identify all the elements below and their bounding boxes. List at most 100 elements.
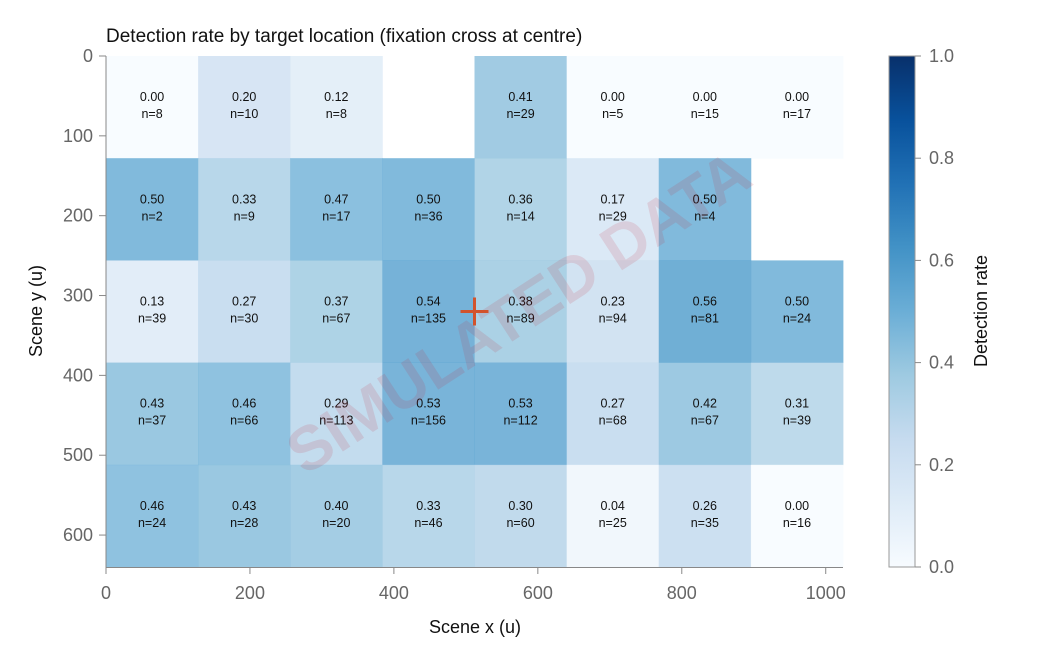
cell-rate-label: 0.13 — [140, 295, 164, 309]
heatmap-cell — [750, 260, 844, 363]
cell-n-label: n=9 — [234, 209, 255, 223]
cell-rate-label: 0.04 — [601, 499, 625, 513]
heatmap-cell — [290, 464, 383, 568]
cell-n-label: n=5 — [602, 107, 623, 121]
heatmap-cell — [750, 362, 844, 466]
cell-rate-label: 0.50 — [140, 192, 164, 206]
x-tick-label: 400 — [379, 583, 409, 603]
heatmap-cell — [658, 260, 752, 363]
cell-rate-label: 0.00 — [693, 90, 717, 104]
heatmap-cell — [382, 260, 475, 363]
cell-rate-label: 0.46 — [140, 499, 164, 513]
cell-rate-label: 0.38 — [508, 295, 532, 309]
heatmap-cell — [198, 260, 291, 363]
colorbar-tick-label: 1.0 — [929, 46, 954, 66]
heatmap-cell — [658, 158, 752, 261]
cell-rate-label: 0.27 — [601, 397, 625, 411]
cell-rate-label: 0.43 — [232, 499, 256, 513]
heatmap-cells: 0.00 n=8 0.20 n=10 0.12 n=8 0.41 n=29 0.00 n=5 0.0… — [106, 56, 844, 568]
cell-n-label: n=60 — [506, 516, 534, 530]
cell-rate-label: 0.50 — [693, 192, 717, 206]
cell-rate-label: 0.36 — [508, 192, 532, 206]
heatmap-cell — [750, 56, 844, 159]
heatmap-cell — [106, 362, 199, 466]
cell-rate-label: 0.23 — [601, 295, 625, 309]
cell-n-label: n=94 — [599, 312, 627, 326]
cell-n-label: n=30 — [230, 312, 258, 326]
y-tick-label: 100 — [63, 126, 93, 146]
heatmap-cell — [566, 158, 660, 261]
cell-n-label: n=135 — [411, 312, 446, 326]
cell-n-label: n=29 — [599, 209, 627, 223]
cell-n-label: n=20 — [322, 516, 350, 530]
heatmap-cell — [106, 464, 199, 568]
axes: 0 200 400 600 800 1000 0 100 200 300 400 500 600 — [63, 46, 846, 603]
cell-rate-label: 0.31 — [785, 397, 809, 411]
x-tick-label: 800 — [667, 583, 697, 603]
cell-n-label: n=89 — [506, 312, 534, 326]
colorbar-tick-label: 0.6 — [929, 250, 954, 270]
x-axis-label: Scene x (u) — [429, 617, 521, 637]
colorbar-gradient — [888, 55, 916, 568]
cell-n-label: n=17 — [322, 209, 350, 223]
cell-rate-label: 0.43 — [140, 397, 164, 411]
cell-n-label: n=68 — [599, 414, 627, 428]
heatmap-cell — [290, 362, 383, 466]
heatmap-cell — [198, 158, 291, 261]
heatmap-cell — [198, 362, 291, 466]
cell-rate-label: 0.17 — [601, 192, 625, 206]
heatmap-cell — [658, 464, 752, 568]
cell-n-label: n=4 — [694, 209, 715, 223]
cell-rate-label: 0.00 — [601, 90, 625, 104]
heatmap-cell — [382, 362, 475, 466]
y-tick-label: 0 — [83, 46, 93, 66]
y-tick-label: 500 — [63, 445, 93, 465]
colorbar: 0.0 0.2 0.4 0.6 0.8 1.0 — [888, 46, 954, 577]
cell-n-label: n=14 — [506, 209, 534, 223]
cell-n-label: n=67 — [322, 312, 350, 326]
cell-rate-label: 0.27 — [232, 295, 256, 309]
heatmap-cell — [290, 158, 383, 261]
heatmap-cell — [290, 260, 383, 363]
cell-n-label: n=2 — [141, 209, 162, 223]
cell-n-label: n=36 — [414, 209, 442, 223]
cell-n-label: n=24 — [783, 312, 811, 326]
chart-title: Detection rate by target location (fixat… — [106, 26, 582, 47]
cell-n-label: n=67 — [691, 414, 719, 428]
fixation-cross-marker — [460, 297, 489, 326]
heatmap-cell — [474, 464, 568, 568]
cell-n-label: n=66 — [230, 414, 258, 428]
heatmap-cell — [382, 464, 475, 568]
heatmap-cell — [198, 464, 291, 568]
cell-n-label: n=16 — [783, 516, 811, 530]
heatmap-cell — [566, 362, 660, 466]
heatmap-cell — [474, 158, 568, 261]
colorbar-tick-label: 0.4 — [929, 353, 954, 373]
cell-n-label: n=37 — [138, 414, 166, 428]
cell-n-label: n=112 — [503, 414, 537, 428]
cell-n-label: n=39 — [783, 414, 811, 428]
cell-rate-label: 0.29 — [324, 397, 348, 411]
x-tick-label: 1000 — [806, 583, 846, 603]
heatmap-cell — [474, 260, 568, 363]
cell-n-label: n=15 — [691, 107, 719, 121]
heatmap-cell — [658, 56, 752, 159]
colorbar-tick-label: 0.0 — [929, 557, 954, 577]
cell-rate-label: 0.50 — [416, 192, 440, 206]
heatmap-cell — [750, 464, 844, 568]
colorbar-tick-label: 0.2 — [929, 455, 954, 475]
heatmap-cell — [566, 464, 660, 568]
heatmap-cell — [290, 56, 383, 159]
cell-n-label: n=81 — [691, 312, 719, 326]
colorbar-label: Detection rate — [971, 255, 991, 367]
colorbar-tick-label: 0.8 — [929, 148, 954, 168]
x-tick-label: 0 — [101, 583, 111, 603]
cell-n-label: n=25 — [599, 516, 627, 530]
cell-rate-label: 0.53 — [508, 397, 532, 411]
heatmap-cell — [382, 158, 475, 261]
y-tick-label: 600 — [63, 525, 93, 545]
cell-n-label: n=113 — [319, 414, 353, 428]
cell-rate-label: 0.26 — [693, 499, 717, 513]
cell-n-label: n=35 — [691, 516, 719, 530]
cell-rate-label: 0.40 — [324, 499, 348, 513]
